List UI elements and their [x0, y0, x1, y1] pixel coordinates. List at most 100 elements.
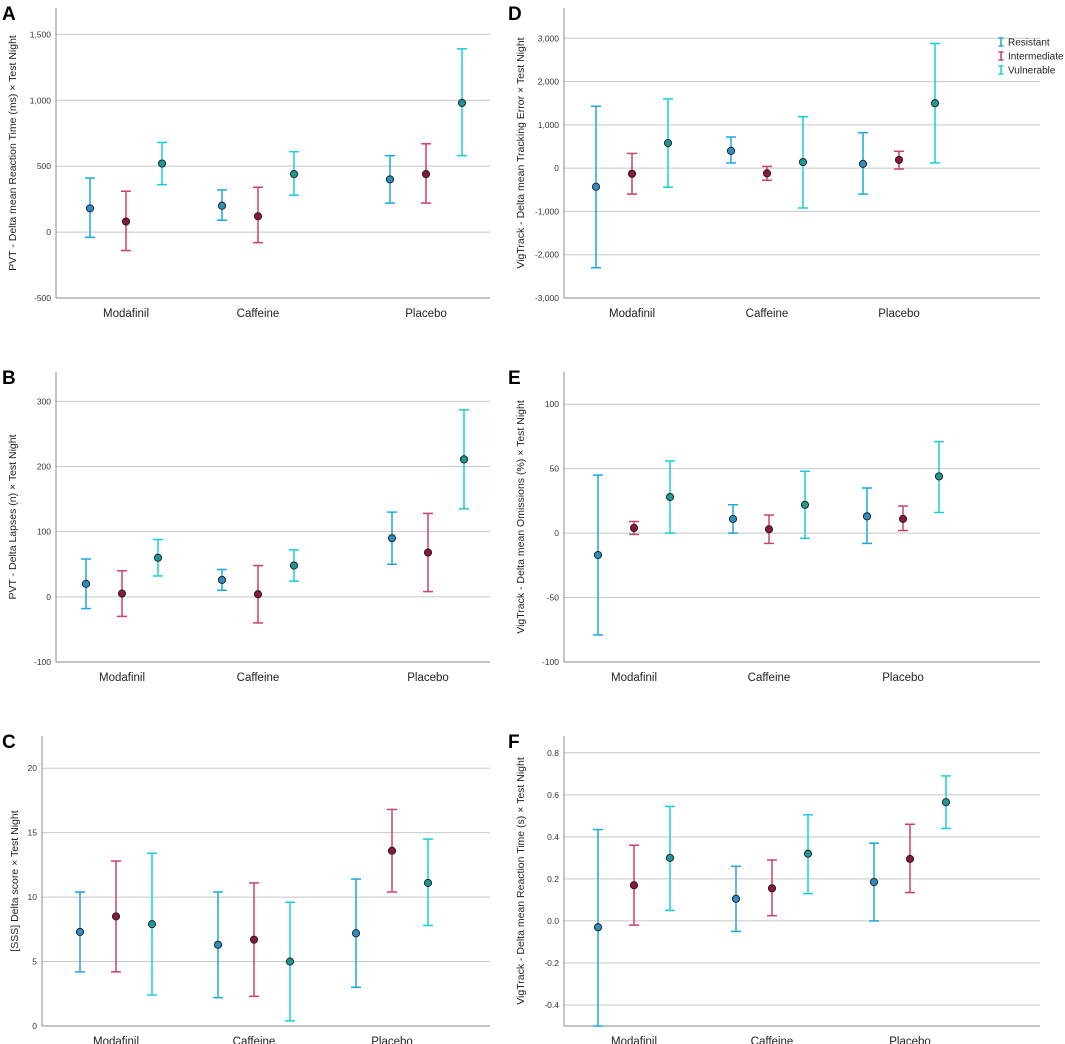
point-intermediate [117, 589, 127, 598]
y-tick-label: -50 [547, 593, 560, 603]
y-tick-label: 1,000 [30, 95, 52, 105]
y-tick-label: 0 [46, 592, 51, 602]
point-vulnerable [423, 878, 433, 887]
y-tick-label: 0.4 [547, 832, 559, 842]
point-vulnerable [800, 500, 810, 509]
y-tick-label: -100 [34, 657, 51, 667]
point-vulnerable [289, 561, 299, 570]
point-vulnerable [934, 472, 944, 481]
point-resistant [387, 534, 397, 543]
point-intermediate [629, 523, 639, 533]
point-resistant [81, 579, 91, 588]
point-resistant [217, 575, 227, 584]
y-tick-label: -0.4 [544, 1000, 559, 1010]
x-category-label: Modafinil [611, 672, 657, 684]
x-category-label: Caffeine [748, 672, 791, 684]
x-category-label: Modafinil [611, 1036, 657, 1044]
panel-letter: B [2, 368, 16, 389]
x-category-label: Placebo [889, 1036, 931, 1044]
y-axis-label: VigTrack - Delta mean Omissions (%) × Te… [515, 400, 527, 634]
panel-e: E -100 -50 0 50 100 VigTrack - Delta mean Omis… [508, 368, 1040, 684]
y-axis-label: VigTrack - Delta mean Tracking Error × T… [515, 37, 527, 268]
y-tick-label: 10 [28, 892, 38, 902]
y-axis-label: VigTrack - Delta mean Reaction Time (s) … [515, 757, 527, 1005]
y-tick-label: 200 [37, 461, 51, 471]
y-axis-label: PVT - Delta Lapses (n) × Test Night [7, 434, 19, 599]
point-vulnerable [147, 920, 157, 929]
point-resistant [593, 550, 603, 560]
point-resistant [726, 146, 736, 155]
y-tick-label: 2,000 [538, 77, 560, 87]
panel-letter: C [2, 732, 16, 753]
x-category-label: Placebo [882, 672, 924, 684]
panel-a: A -500 0 500 1,000 1,500 PVT - Delta mean Reac… [2, 4, 490, 320]
point-intermediate [121, 217, 131, 226]
panel-letter: F [508, 732, 520, 753]
y-tick-label: 15 [28, 828, 38, 838]
point-resistant [385, 175, 395, 184]
y-tick-label: 1,500 [30, 29, 52, 39]
x-category-label: Placebo [405, 308, 447, 320]
point-resistant [593, 923, 603, 932]
y-tick-label: -0.2 [544, 958, 559, 968]
point-intermediate [767, 884, 777, 893]
panel-b: B -100 0 100 200 300 PVT - Delta Lapses (n) × … [2, 368, 490, 684]
point-intermediate [421, 170, 431, 179]
point-intermediate [423, 548, 433, 557]
legend-label-resistant: Resistant [1008, 38, 1050, 49]
x-category-label: Placebo [878, 308, 920, 320]
panel-letter: E [508, 368, 521, 389]
point-intermediate [905, 854, 915, 863]
y-tick-label: -1,000 [535, 206, 559, 216]
point-vulnerable [941, 798, 951, 807]
y-tick-label: 0.0 [547, 916, 559, 926]
panel-f: F -0.4 -0.2 0.0 0.2 0.4 0.6 0.8 VigTrack - Delta… [508, 732, 1040, 1044]
x-category-label: Modafinil [99, 672, 145, 684]
y-tick-label: 1,000 [538, 120, 560, 130]
point-resistant [862, 512, 872, 521]
y-tick-label: 100 [37, 527, 51, 537]
x-category-label: Caffeine [233, 1036, 276, 1044]
y-tick-label: 500 [37, 161, 51, 171]
point-intermediate [898, 514, 908, 523]
point-vulnerable [459, 455, 469, 464]
point-intermediate [629, 881, 639, 890]
y-tick-label: -500 [34, 293, 51, 303]
point-resistant [858, 159, 868, 168]
point-resistant [591, 182, 601, 191]
y-tick-label: 100 [545, 399, 559, 409]
y-axis-label: [SSS] Delta score × Test Night [9, 810, 21, 951]
point-intermediate [894, 155, 904, 164]
panel-letter: A [2, 4, 16, 25]
panel-d: D -3,000 -2,000 -1,000 0 1,000 2,000 3,000 VigTr… [508, 4, 1040, 320]
y-tick-label: 0 [554, 528, 559, 538]
point-vulnerable [289, 170, 299, 179]
y-tick-label: -3,000 [535, 293, 559, 303]
point-resistant [213, 940, 223, 949]
x-category-label: Modafinil [609, 308, 655, 320]
point-intermediate [111, 912, 121, 921]
point-vulnerable [798, 158, 808, 167]
y-tick-label: 0.8 [547, 748, 559, 758]
x-category-label: Caffeine [237, 308, 280, 320]
point-vulnerable [153, 553, 163, 562]
y-tick-label: 0 [46, 227, 51, 237]
point-vulnerable [157, 159, 167, 168]
legend-label-intermediate: Intermediate [1008, 52, 1064, 63]
point-vulnerable [930, 99, 940, 108]
point-resistant [869, 878, 879, 887]
point-intermediate [387, 846, 397, 855]
point-intermediate [249, 935, 259, 944]
y-tick-label: -100 [542, 657, 559, 667]
point-resistant [728, 514, 738, 523]
y-tick-label: 0.6 [547, 790, 559, 800]
panel-letter: D [508, 4, 522, 25]
y-axis-label: PVT - Delta mean Reaction Time (ms) × Te… [7, 35, 19, 271]
y-tick-label: -2,000 [535, 250, 559, 260]
point-resistant [731, 894, 741, 903]
y-tick-label: 0 [32, 1021, 37, 1031]
y-tick-label: 3,000 [538, 33, 560, 43]
x-category-label: Caffeine [237, 672, 280, 684]
